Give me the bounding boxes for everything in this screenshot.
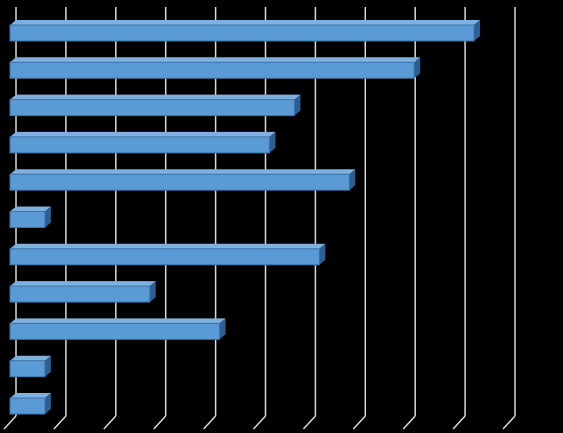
bar-side-face xyxy=(44,206,51,228)
bar-front-face xyxy=(9,322,221,340)
bar-front-face xyxy=(9,136,270,154)
bar-side-face xyxy=(44,393,51,414)
bar-front-face xyxy=(9,61,415,79)
bar xyxy=(9,169,356,191)
gridline-floor-tick xyxy=(302,415,316,430)
gridline-floor-tick xyxy=(53,415,67,430)
bars xyxy=(9,20,481,415)
bar-front-face xyxy=(9,24,475,42)
bar-front-face xyxy=(9,397,46,415)
bar-side-face xyxy=(149,281,156,303)
bar-front-face xyxy=(9,360,46,378)
gridline-floor-tick xyxy=(402,415,416,430)
bar xyxy=(9,20,481,42)
bar xyxy=(9,131,276,154)
bar xyxy=(9,355,51,378)
bar-front-face xyxy=(9,211,46,228)
gridline-floor-tick xyxy=(352,415,366,430)
bar-top-face xyxy=(10,243,326,249)
bar-side-face xyxy=(269,131,276,153)
gridline-floor-tick xyxy=(153,415,167,430)
bar xyxy=(9,318,226,340)
bar xyxy=(9,281,156,303)
gridline-floor-tick xyxy=(502,415,516,430)
bar-top-face xyxy=(10,94,301,100)
gridline-floor-tick xyxy=(3,415,17,430)
bar-front-face xyxy=(9,99,295,117)
bar-top-face xyxy=(10,281,156,287)
bar-side-face xyxy=(319,243,326,265)
bar-side-face xyxy=(294,94,301,116)
bar-side-face xyxy=(474,20,481,41)
bar-front-face xyxy=(9,285,151,303)
bar-top-face xyxy=(10,169,356,175)
bar xyxy=(9,94,301,117)
gridline-floor-tick xyxy=(252,415,267,430)
bar-top-face xyxy=(10,131,276,137)
bar xyxy=(9,393,51,415)
gridline-floor-tick xyxy=(452,415,466,430)
bar-top-face xyxy=(10,318,226,324)
bar-top-face xyxy=(10,57,421,63)
bar xyxy=(9,206,51,228)
bar-front-face xyxy=(9,173,350,191)
gridline-floor-tick xyxy=(203,415,217,430)
bar-side-face xyxy=(219,318,226,340)
bar-top-face xyxy=(10,206,51,212)
bar-side-face xyxy=(414,57,421,79)
bar-front-face xyxy=(9,248,320,266)
bar-top-face xyxy=(10,393,51,398)
gridline-floor-tick xyxy=(103,415,117,430)
bar-top-face xyxy=(10,20,481,25)
bar-side-face xyxy=(44,355,51,377)
bar xyxy=(9,57,421,79)
bar xyxy=(9,243,326,266)
bar-top-face xyxy=(10,355,51,361)
bar-side-face xyxy=(349,169,356,191)
